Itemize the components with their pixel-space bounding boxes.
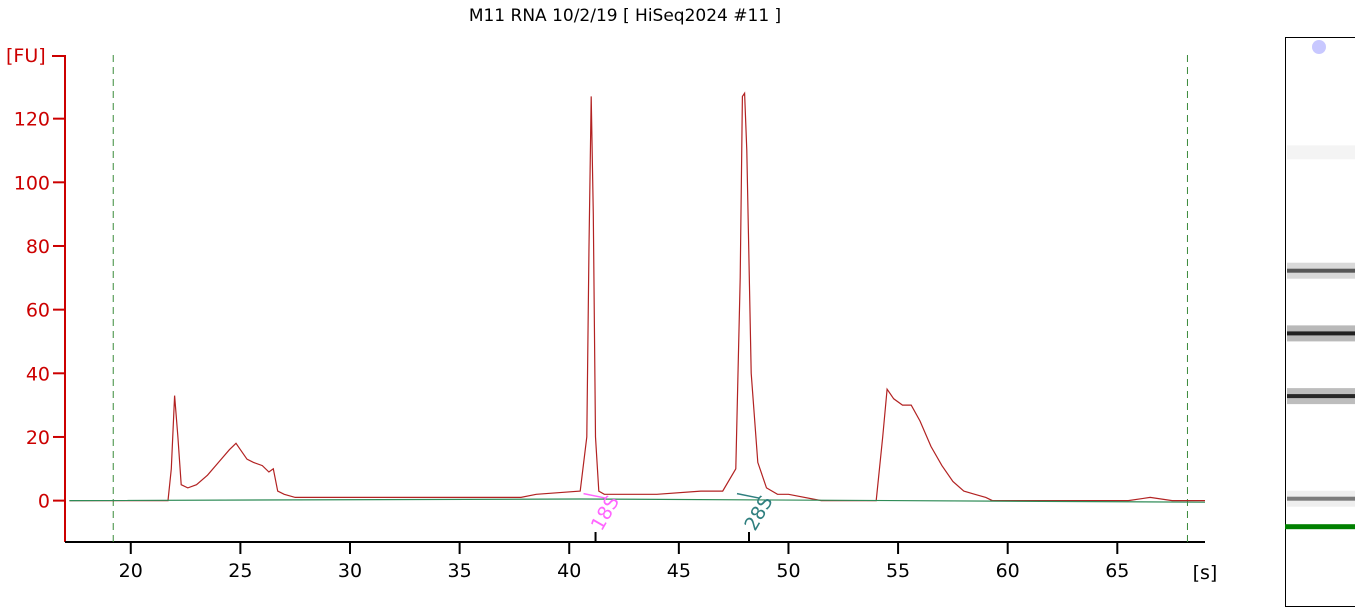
chart-title: M11 RNA 10/2/19 [ HiSeq2024 #11 ] bbox=[468, 6, 782, 26]
y-tick-label: 40 bbox=[26, 363, 50, 385]
gel-band bbox=[1287, 331, 1355, 336]
gel-band bbox=[1287, 496, 1355, 501]
y-tick-label: 60 bbox=[26, 300, 50, 322]
fluorescence-trace bbox=[69, 91, 1205, 502]
chart-marks: 18S 28S bbox=[69, 55, 1206, 542]
y-tick-label: 80 bbox=[26, 236, 50, 258]
x-tick-label: 65 bbox=[1105, 560, 1129, 582]
x-tick-label: 60 bbox=[996, 560, 1020, 582]
x-axis-label: [s] bbox=[1193, 562, 1218, 584]
x-tick-label: 30 bbox=[338, 560, 362, 582]
peak-boundary bbox=[583, 492, 606, 499]
gel-lane bbox=[1285, 37, 1355, 607]
gel-lane-frame bbox=[1285, 37, 1355, 607]
baseline-trace bbox=[69, 498, 1206, 503]
x-tick-label: 40 bbox=[557, 560, 581, 582]
x-tick-label: 55 bbox=[886, 560, 910, 582]
gel-marker-band bbox=[1285, 524, 1355, 530]
y-tick-label: 100 bbox=[14, 172, 50, 194]
gel-background-band bbox=[1287, 145, 1355, 160]
gel-well bbox=[1312, 40, 1326, 54]
x-tick-label: 50 bbox=[776, 560, 800, 582]
peak-label: 28S bbox=[740, 492, 777, 534]
y-tick-label: 120 bbox=[14, 109, 50, 131]
x-tick-label: 35 bbox=[448, 560, 472, 582]
gel-band bbox=[1287, 394, 1355, 399]
gel-band bbox=[1287, 268, 1355, 273]
axes: [FU] 0 20 40 60 80 100 120 20 25 30 35 40 45 50 55 60 65 [… bbox=[6, 45, 1217, 584]
peak-boundary bbox=[736, 492, 760, 499]
x-tick-label: 20 bbox=[119, 560, 143, 582]
x-tick-label: 45 bbox=[667, 560, 691, 582]
y-tick-label: 20 bbox=[26, 427, 50, 449]
x-tick-label: 25 bbox=[228, 560, 252, 582]
y-tick-label: 0 bbox=[38, 491, 50, 513]
y-axis-label: [FU] bbox=[6, 45, 46, 67]
electropherogram-chart: [FU] 0 20 40 60 80 100 120 20 25 30 35 40 45 50 55 60 65 [… bbox=[6, 45, 1217, 584]
